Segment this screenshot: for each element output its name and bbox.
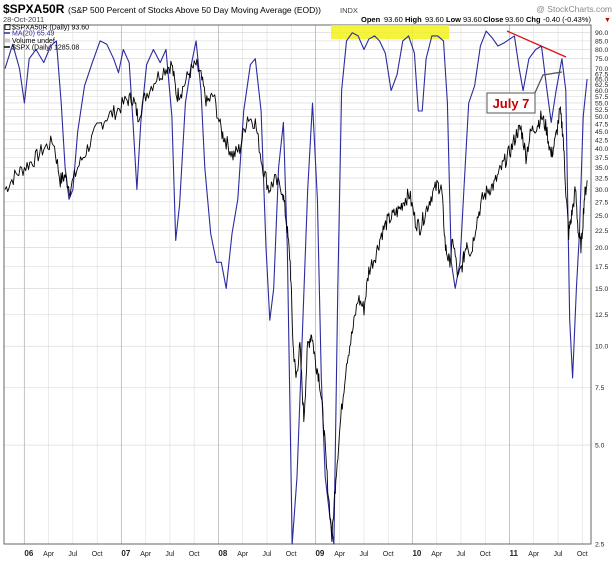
x-tick-label: Jul: [457, 551, 466, 558]
y-tick-label: 17.5: [595, 264, 608, 271]
y-tick-label: 42.5: [595, 137, 608, 144]
y-tick-label: 45.0: [595, 129, 608, 136]
callout-label: July 7: [493, 96, 530, 111]
y-tick-label: 12.5: [595, 312, 608, 319]
callout-pointer: [533, 71, 563, 96]
y-tick-label: 5.0: [595, 443, 605, 450]
x-tick-label: 11: [509, 549, 518, 558]
top-highlight-box: [331, 25, 449, 39]
y-tick-label: 47.5: [595, 121, 608, 128]
x-tick-label: Jul: [165, 551, 174, 558]
legend-item-volume: Volume undef: [12, 38, 55, 45]
close-label: Close: [483, 15, 503, 24]
y-tick-label: 67.5: [595, 71, 608, 78]
y-tick-label: 10.0: [595, 344, 608, 351]
plot-area: [3, 24, 592, 545]
y-tick-label: 2.5: [595, 542, 605, 549]
low-value: 93.60: [463, 15, 482, 24]
chart-symbol: $SPXA50R: [3, 2, 65, 16]
x-tick-label: Apr: [334, 551, 346, 558]
y-tick-label: 57.5: [595, 94, 608, 101]
y-tick-label: 70.0: [595, 66, 608, 73]
y-tick-label: 35.0: [595, 165, 608, 172]
x-tick-label: 07: [121, 549, 130, 558]
y-tick-label: 20.0: [595, 245, 608, 252]
y-tick-label: 7.5: [595, 385, 605, 392]
down-arrow-icon: ▼: [604, 17, 611, 24]
x-tick-label: Apr: [431, 551, 443, 558]
x-tick-label: Oct: [92, 551, 103, 558]
x-tick-label: 09: [315, 549, 324, 558]
exchange-label: INDX: [340, 6, 358, 15]
y-tick-label: 40.0: [595, 146, 608, 153]
x-tick-label: Oct: [189, 551, 200, 558]
low-label: Low: [446, 15, 461, 24]
y-tick-label: 30.0: [595, 187, 608, 194]
chg-label: Chg: [526, 15, 541, 24]
x-tick-label: Oct: [286, 551, 297, 558]
y-tick-label: 80.0: [595, 47, 608, 54]
y-tick-label: 25.0: [595, 213, 608, 220]
x-tick-label: Oct: [383, 551, 394, 558]
spx-line: [4, 58, 588, 543]
y-tick-label: 85.0: [595, 38, 608, 45]
x-tick-label: Apr: [237, 551, 249, 558]
y-tick-label: 22.5: [595, 228, 608, 235]
high-value: 93.60: [425, 15, 444, 24]
x-tick-label: Apr: [528, 551, 540, 558]
legend-swatch-main: [4, 24, 11, 30]
y-tick-label: 15.0: [595, 286, 608, 293]
y-tick-label: 75.0: [595, 56, 608, 63]
y-tick-label: 90.0: [595, 30, 608, 37]
x-tick-label: Jul: [262, 551, 271, 558]
ma20-line: [4, 30, 588, 545]
y-tick-label: 55.0: [595, 100, 608, 107]
series-layer: [4, 30, 588, 545]
july7-callout: July 7: [486, 71, 563, 114]
x-tick-label: Apr: [43, 551, 55, 558]
legend: $SPXA50R (Daily) 93.60 MA(20) 65.49 Volu…: [4, 24, 89, 52]
trend-line: [506, 30, 567, 58]
y-tick-label: 32.5: [595, 176, 608, 183]
quote-bar: Open 93.60 High 93.60 Low 93.60 Close 93…: [361, 15, 611, 24]
y-tick-label: 60.0: [595, 88, 608, 95]
x-tick-label: 10: [412, 549, 421, 558]
x-tick-label: 08: [218, 549, 227, 558]
high-label: High: [405, 15, 422, 24]
watermark: @ StockCharts.com: [536, 4, 612, 14]
y-tick-label: 62.5: [595, 82, 608, 89]
legend-item-ma: MA(20) 65.49: [12, 31, 55, 38]
y-tick-label: 27.5: [595, 199, 608, 206]
y-tick-label: 50.0: [595, 114, 608, 121]
legend-item-spx: $SPX (Daily) 1285.08: [12, 45, 79, 52]
x-tick-label: Apr: [140, 551, 152, 558]
chart-description: (S&P 500 Percent of Stocks Above 50 Day …: [68, 5, 321, 15]
legend-swatch-volume: [5, 38, 10, 43]
chg-value: -0.40 (-0.43%): [543, 15, 591, 24]
open-value: 93.60: [384, 15, 403, 24]
callout-box: [486, 92, 536, 114]
x-tick-label: 06: [24, 549, 33, 558]
y-tick-label: 52.5: [595, 107, 608, 114]
x-tick-label: Jul: [359, 551, 368, 558]
y-tick-label: 37.5: [595, 155, 608, 162]
legend-item-main: $SPXA50R (Daily) 93.60: [12, 25, 89, 32]
x-tick-label: Oct: [577, 551, 588, 558]
x-tick-label: Jul: [554, 551, 563, 558]
close-value: 93.60: [505, 15, 524, 24]
open-label: Open: [361, 15, 381, 24]
y-tick-label: 65.0: [595, 77, 608, 84]
grid: 2.5 5.0 7.5 10.0 12.5 15.0 17.5 20.0 22.5 25.0 27.…: [4, 25, 608, 558]
chart-date: 28-Oct-2011: [3, 15, 44, 24]
x-tick-label: Oct: [480, 551, 491, 558]
x-tick-label: Jul: [68, 551, 77, 558]
